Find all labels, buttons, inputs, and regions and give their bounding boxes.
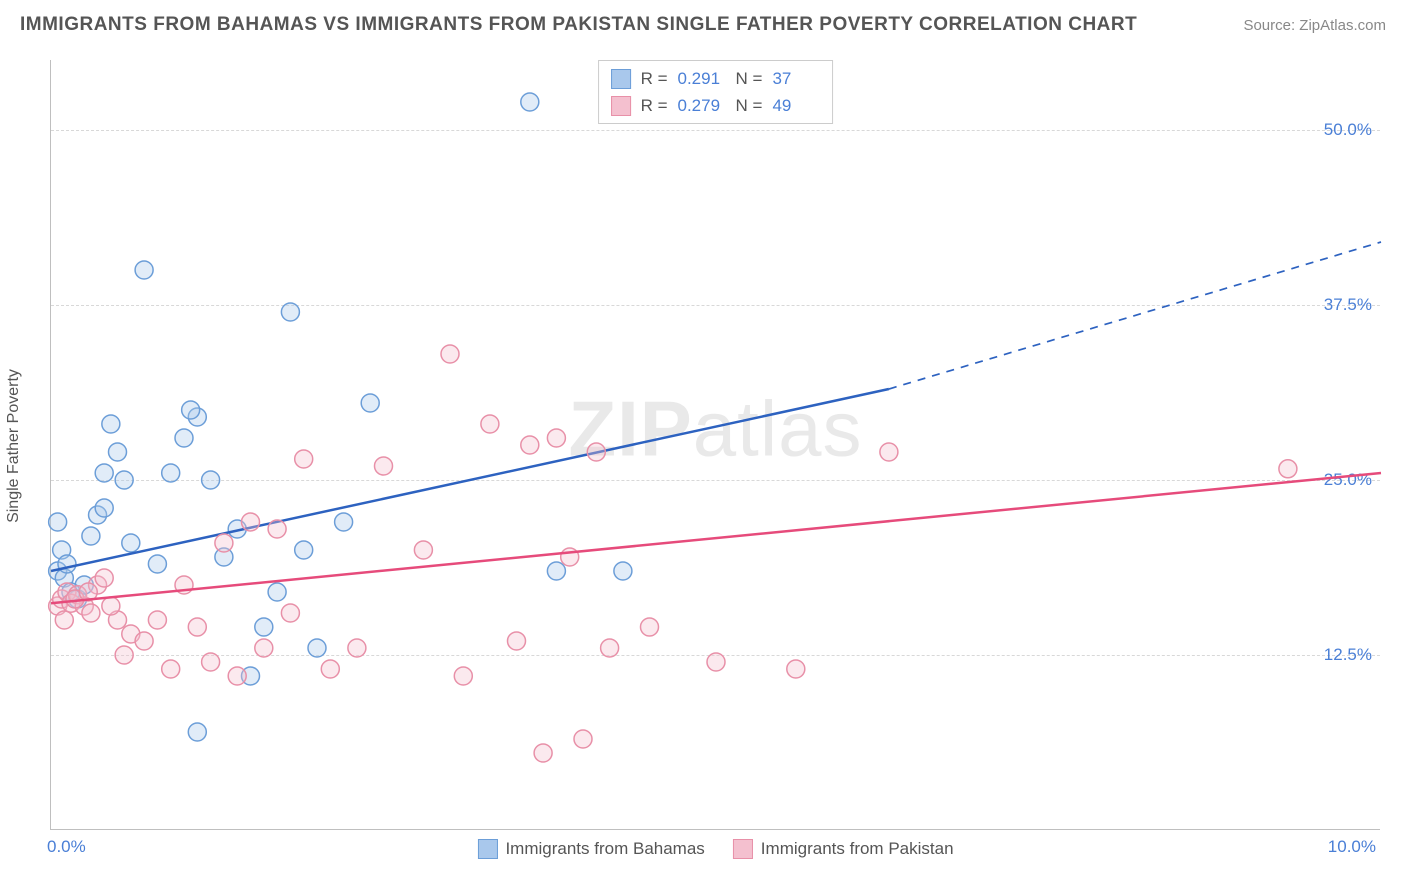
legend-series: Immigrants from Bahamas Immigrants from P… xyxy=(477,839,953,859)
scatter-point xyxy=(308,639,326,657)
scatter-point xyxy=(787,660,805,678)
trendline-dashed xyxy=(889,242,1381,389)
scatter-point xyxy=(335,513,353,531)
scatter-point xyxy=(295,450,313,468)
scatter-point xyxy=(547,562,565,580)
scatter-point xyxy=(880,443,898,461)
scatter-point xyxy=(521,93,539,111)
scatter-point xyxy=(481,415,499,433)
scatter-point xyxy=(228,667,246,685)
legend-stats: R = 0.291 N = 37 R = 0.279 N = 49 xyxy=(598,60,834,124)
scatter-point xyxy=(122,534,140,552)
scatter-point xyxy=(1279,460,1297,478)
scatter-point xyxy=(641,618,659,636)
legend-swatch xyxy=(611,96,631,116)
scatter-point xyxy=(361,394,379,412)
legend-series-item: Immigrants from Pakistan xyxy=(733,839,954,859)
scatter-point xyxy=(414,541,432,559)
scatter-point xyxy=(95,464,113,482)
legend-N-value: 37 xyxy=(772,65,820,92)
trendline xyxy=(51,473,1381,603)
scatter-point xyxy=(49,513,67,531)
scatter-point xyxy=(321,660,339,678)
legend-R-label: R = xyxy=(641,92,668,119)
plot-area: ZIPatlas 12.5%25.0%37.5%50.0% 0.0%10.0% … xyxy=(50,60,1380,830)
legend-series-name: Immigrants from Pakistan xyxy=(761,839,954,859)
legend-series-item: Immigrants from Bahamas xyxy=(477,839,704,859)
legend-swatch xyxy=(733,839,753,859)
scatter-point xyxy=(102,597,120,615)
chart-title: IMMIGRANTS FROM BAHAMAS VS IMMIGRANTS FR… xyxy=(20,14,1137,36)
scatter-point xyxy=(188,618,206,636)
legend-N-value: 49 xyxy=(772,92,820,119)
scatter-point xyxy=(268,520,286,538)
scatter-point xyxy=(162,660,180,678)
scatter-point xyxy=(109,443,127,461)
scatter-point xyxy=(95,569,113,587)
scatter-point xyxy=(255,618,273,636)
scatter-point xyxy=(82,604,100,622)
scatter-chart-svg xyxy=(51,60,1380,829)
scatter-point xyxy=(202,471,220,489)
scatter-point xyxy=(281,303,299,321)
legend-swatch xyxy=(477,839,497,859)
scatter-point xyxy=(82,527,100,545)
scatter-point xyxy=(547,429,565,447)
scatter-point xyxy=(55,611,73,629)
x-tick-label: 0.0% xyxy=(47,837,86,857)
scatter-point xyxy=(215,534,233,552)
scatter-point xyxy=(148,611,166,629)
scatter-point xyxy=(375,457,393,475)
scatter-point xyxy=(255,639,273,657)
legend-swatch xyxy=(611,69,631,89)
scatter-point xyxy=(242,513,260,531)
scatter-point xyxy=(521,436,539,454)
scatter-point xyxy=(58,555,76,573)
scatter-point xyxy=(148,555,166,573)
legend-N-label: N = xyxy=(736,65,763,92)
scatter-point xyxy=(162,464,180,482)
scatter-point xyxy=(268,583,286,601)
legend-stat-row: R = 0.279 N = 49 xyxy=(611,92,821,119)
scatter-point xyxy=(115,646,133,664)
scatter-point xyxy=(348,639,366,657)
scatter-point xyxy=(587,443,605,461)
scatter-point xyxy=(115,471,133,489)
scatter-point xyxy=(202,653,220,671)
scatter-point xyxy=(574,730,592,748)
source-label: Source: ZipAtlas.com xyxy=(1243,17,1386,34)
scatter-point xyxy=(534,744,552,762)
scatter-point xyxy=(454,667,472,685)
scatter-point xyxy=(102,415,120,433)
scatter-point xyxy=(188,723,206,741)
scatter-point xyxy=(175,429,193,447)
legend-R-label: R = xyxy=(641,65,668,92)
scatter-point xyxy=(508,632,526,650)
legend-stat-row: R = 0.291 N = 37 xyxy=(611,65,821,92)
scatter-point xyxy=(707,653,725,671)
y-axis-title: Single Father Poverty xyxy=(5,369,23,523)
scatter-point xyxy=(295,541,313,559)
scatter-point xyxy=(601,639,619,657)
scatter-point xyxy=(182,401,200,419)
scatter-point xyxy=(95,499,113,517)
scatter-point xyxy=(135,632,153,650)
x-tick-label: 10.0% xyxy=(1328,837,1376,857)
scatter-point xyxy=(441,345,459,363)
scatter-point xyxy=(135,261,153,279)
legend-N-label: N = xyxy=(736,92,763,119)
legend-series-name: Immigrants from Bahamas xyxy=(505,839,704,859)
legend-R-value: 0.291 xyxy=(678,65,726,92)
scatter-point xyxy=(614,562,632,580)
legend-R-value: 0.279 xyxy=(678,92,726,119)
scatter-point xyxy=(281,604,299,622)
